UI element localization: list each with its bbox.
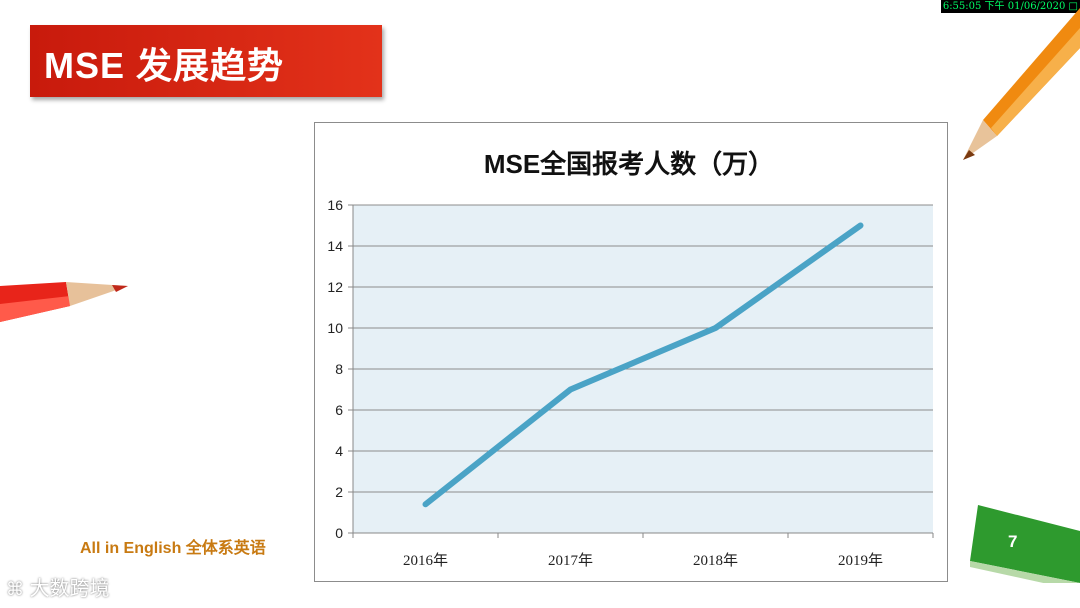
chart-frame: MSE全国报考人数（万） 0 2 4 6 8 10 12 14 16 2016年 2017年 2018… xyxy=(314,122,948,582)
orange-pencil-icon xyxy=(963,8,1080,160)
series-line xyxy=(422,222,864,508)
y-tick-label: 6 xyxy=(335,402,343,418)
watermark-logo-icon: ⌘ xyxy=(6,579,24,599)
x-tick-label: 2018年 xyxy=(693,552,738,569)
page-number: 7 xyxy=(1008,532,1018,551)
y-tick-label: 10 xyxy=(327,320,343,336)
timestamp-overlay: 6:55:05 下午 01/06/2020 □ xyxy=(941,0,1080,13)
y-tick-label: 8 xyxy=(335,361,343,377)
y-tick-label: 16 xyxy=(327,197,343,213)
y-tick-label: 14 xyxy=(327,238,343,254)
x-tick-label: 2016年 xyxy=(403,552,448,569)
red-pencil-icon xyxy=(0,282,128,322)
title-banner: MSE 发展趋势 xyxy=(30,25,382,97)
y-tick-label: 0 xyxy=(335,525,343,541)
page-tab xyxy=(970,505,1080,583)
y-tick-label: 2 xyxy=(335,484,343,500)
chart-title: MSE全国报考人数（万） xyxy=(484,149,774,179)
slide-title: MSE 发展趋势 xyxy=(44,45,285,86)
y-tick-label: 4 xyxy=(335,443,343,459)
watermark-text: 大数跨境 xyxy=(29,578,110,600)
footer-tagline: All in English 全体系英语 xyxy=(80,540,266,557)
y-tick-label: 12 xyxy=(327,279,343,295)
watermark: ⌘ 大数跨境 xyxy=(6,572,110,601)
x-tick-label: 2017年 xyxy=(548,552,593,569)
line-chart: MSE全国报考人数（万） 0 2 4 6 8 10 12 14 16 2016年 2017年 2018… xyxy=(327,149,934,569)
x-tick-label: 2019年 xyxy=(838,552,883,569)
